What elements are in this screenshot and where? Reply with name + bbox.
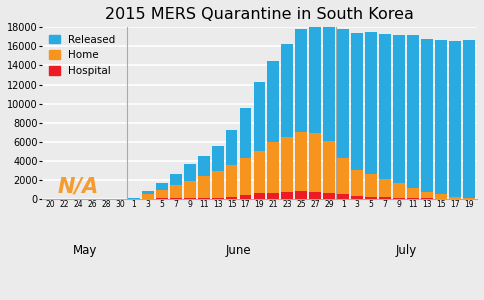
Bar (142, 191, 154, 194)
Bar (212, 171, 224, 198)
Bar (323, 141, 335, 194)
Bar (281, 44, 293, 136)
Bar (240, 158, 251, 195)
Bar (379, 34, 391, 179)
Bar (393, 183, 405, 198)
Bar (421, 192, 433, 198)
Bar (268, 193, 279, 199)
Bar (281, 192, 293, 199)
Bar (268, 142, 279, 193)
Bar (337, 29, 349, 158)
Bar (295, 29, 307, 132)
Bar (184, 181, 196, 198)
Bar (268, 61, 279, 142)
Bar (170, 185, 182, 198)
Bar (198, 198, 210, 199)
Text: June: June (226, 244, 251, 256)
Bar (379, 179, 391, 197)
Bar (281, 136, 293, 192)
Bar (463, 40, 475, 198)
Bar (170, 198, 182, 199)
Title: 2015 MERS Quarantine in South Korea: 2015 MERS Quarantine in South Korea (105, 7, 414, 22)
Bar (198, 156, 210, 176)
Bar (212, 198, 224, 199)
Bar (184, 198, 196, 199)
Bar (170, 174, 182, 185)
Bar (226, 197, 238, 199)
Bar (323, 194, 335, 199)
Bar (351, 33, 363, 170)
Legend: Released, Home, Hospital: Released, Home, Hospital (46, 32, 118, 79)
Bar (407, 188, 419, 198)
Bar (212, 146, 224, 171)
Bar (379, 197, 391, 199)
Bar (156, 183, 168, 190)
Bar (240, 108, 251, 158)
Bar (435, 194, 447, 199)
Bar (449, 197, 461, 199)
Bar (449, 41, 461, 197)
Bar (393, 198, 405, 199)
Bar (309, 192, 321, 199)
Text: July: July (395, 244, 417, 256)
Bar (463, 198, 475, 199)
Bar (226, 130, 238, 165)
Bar (295, 132, 307, 191)
Bar (351, 196, 363, 199)
Bar (365, 197, 377, 199)
Bar (351, 170, 363, 196)
Bar (337, 194, 349, 199)
Bar (365, 32, 377, 174)
Bar (295, 191, 307, 199)
Bar (365, 174, 377, 197)
Bar (407, 198, 419, 199)
Bar (184, 164, 196, 181)
Bar (226, 165, 238, 197)
Bar (337, 158, 349, 194)
Bar (254, 151, 265, 194)
Bar (240, 195, 251, 199)
Bar (421, 198, 433, 199)
Bar (156, 190, 168, 198)
Bar (156, 198, 168, 199)
Text: May: May (73, 244, 97, 256)
Bar (435, 40, 447, 194)
Bar (254, 82, 265, 151)
Text: N/A: N/A (57, 176, 98, 196)
Bar (393, 35, 405, 183)
Bar (323, 23, 335, 141)
Bar (128, 198, 140, 199)
Bar (142, 194, 154, 199)
Bar (421, 39, 433, 192)
Bar (407, 35, 419, 188)
Bar (198, 176, 210, 198)
Bar (309, 23, 321, 133)
Bar (309, 133, 321, 192)
Bar (254, 194, 265, 199)
